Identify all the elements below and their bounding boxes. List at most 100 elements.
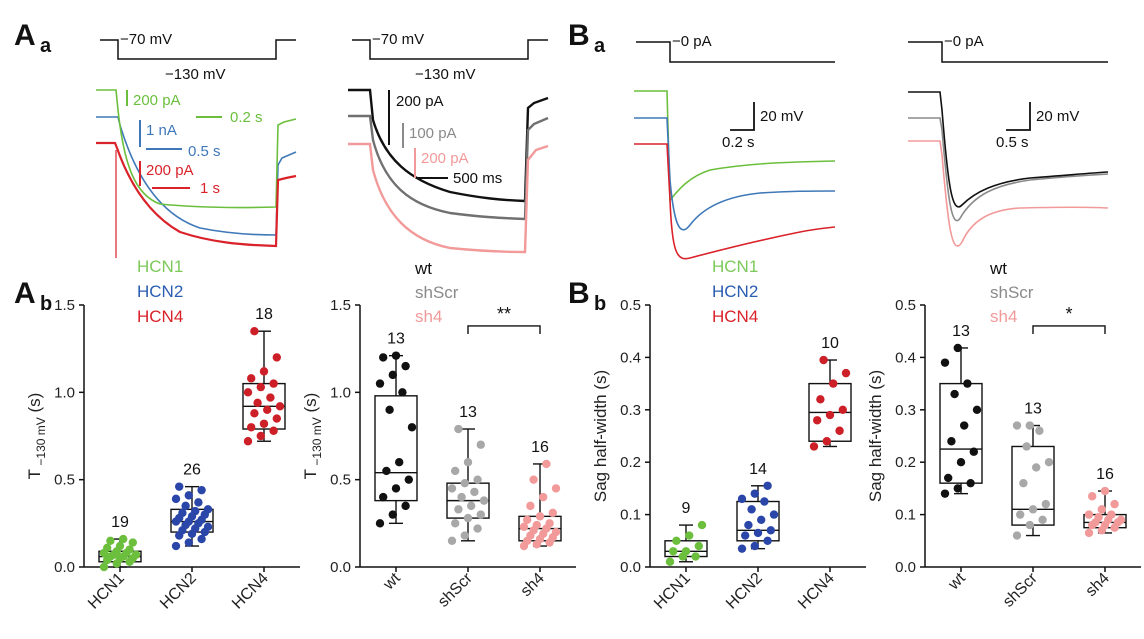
data-point	[404, 475, 413, 484]
data-point	[1084, 528, 1094, 538]
x-tick-label: HCN2	[723, 570, 766, 613]
protocol-step-label: −130 mV	[165, 66, 225, 83]
data-point	[548, 508, 557, 518]
data-point	[741, 531, 750, 540]
legend-hcn1: HCN1	[137, 257, 183, 276]
data-point	[463, 458, 473, 467]
y-tick-label: 1.0	[54, 384, 75, 401]
data-point	[697, 520, 707, 530]
data-point	[388, 510, 397, 519]
scalebars-ba-right: 20 mV 0.5 s	[996, 102, 1079, 151]
data-point	[665, 557, 675, 566]
boxplot-tau-hcn: 0.0 0.5 1.0 1.5 T −130 mV (s) HCN1 19 HCN2 26 HCN…	[25, 297, 300, 613]
data-point	[184, 538, 193, 547]
data-point	[263, 405, 272, 414]
data-point	[838, 405, 847, 414]
data-point	[940, 358, 950, 367]
data-point	[972, 405, 982, 414]
data-point	[1016, 510, 1025, 519]
legend-hcn-b: HCN1 HCN2 HCN4	[712, 257, 758, 326]
data-point	[103, 543, 112, 552]
x-tick-label: shScr	[435, 569, 476, 610]
data-point	[171, 541, 181, 551]
data-point	[407, 423, 417, 432]
x-tick-label: HCN4	[229, 570, 272, 613]
significance-bracket	[1032, 325, 1106, 334]
data-point	[747, 505, 756, 514]
data-point	[272, 353, 281, 362]
data-point	[1025, 421, 1035, 430]
panel-sublabel-bb: b	[594, 293, 606, 315]
data-point	[963, 379, 972, 388]
x-tick-label: wt	[380, 569, 404, 593]
data-point	[672, 536, 681, 545]
data-point	[757, 515, 766, 525]
boxplot-sag-hcn: 0.0 0.1 0.2 0.3 0.4 0.5 Sag half-width (s) HCN1…	[591, 297, 866, 613]
protocol-aa-left: −70 mV −130 mV	[100, 31, 296, 83]
data-point	[401, 361, 410, 371]
data-point	[463, 513, 473, 523]
data-point	[819, 355, 828, 365]
scalebars-knockdown: 200 pA 100 pA 200 pA 500 ms	[388, 90, 502, 187]
data-point	[966, 478, 975, 488]
data-point	[535, 512, 545, 521]
legend-knockdown-b: wt shScr sh4	[989, 259, 1034, 326]
data-point	[460, 531, 469, 540]
legend-hcn4: HCN4	[137, 307, 183, 326]
data-point	[841, 368, 851, 378]
data-point	[960, 421, 969, 430]
data-point	[275, 402, 285, 411]
data-point	[247, 423, 256, 432]
data-point	[737, 494, 747, 504]
boxplot-sag-knockdown: 0.0 0.1 0.2 0.3 0.4 0.5 Sag half-width (s) wt 13…	[866, 297, 1141, 611]
panel-label-b: B	[568, 19, 590, 52]
trace-sh4	[348, 142, 549, 254]
data-point	[197, 534, 206, 544]
data-point	[1044, 458, 1054, 467]
data-point	[950, 389, 959, 399]
y-tick-label: 0.0	[895, 559, 916, 576]
data-point	[460, 478, 469, 488]
data-point	[1028, 505, 1038, 514]
data-point	[128, 538, 137, 547]
legend-hcn2: HCN2	[137, 282, 183, 301]
data-point	[454, 505, 463, 514]
x-tick-label: shScr	[1000, 569, 1041, 610]
hcn4-current-scale: 200 pA	[146, 162, 194, 179]
data-point	[457, 492, 466, 502]
y-tick-label: 0.3	[895, 402, 916, 419]
traces-hcn-voltage	[634, 90, 836, 260]
legend-hcn: HCN1 HCN2 HCN4	[137, 257, 183, 326]
data-point	[382, 466, 391, 476]
protocol-hold-label: −70 mV	[120, 31, 172, 48]
data-point	[1019, 478, 1028, 488]
vtrace-sh4	[908, 140, 1109, 247]
y-tick-label: 0.4	[895, 349, 916, 366]
vscale-right: 20 mV	[1036, 108, 1079, 125]
y-tick-label: 1.5	[330, 297, 351, 314]
data-point	[379, 353, 388, 362]
data-point	[551, 527, 561, 537]
significance-label: **	[497, 304, 511, 324]
data-point	[1097, 505, 1107, 514]
y-tick-label: 0.1	[620, 507, 641, 524]
x-tick-label: sh4	[518, 570, 548, 600]
data-point	[944, 473, 953, 483]
data-point	[940, 489, 950, 498]
data-point	[760, 497, 769, 506]
n-label: 26	[183, 462, 201, 479]
data-point	[473, 524, 482, 533]
data-point	[1041, 499, 1051, 509]
data-point	[835, 426, 844, 435]
data-point	[256, 431, 265, 441]
data-point	[119, 534, 128, 544]
data-point	[529, 475, 538, 484]
n-label: 13	[387, 331, 405, 348]
data-point	[99, 562, 109, 572]
data-point	[395, 458, 404, 467]
data-point	[1084, 510, 1094, 519]
protocol-ba-right: −0 pA	[908, 33, 1108, 63]
data-point	[539, 492, 548, 502]
data-point	[259, 419, 269, 428]
trace-hcn1	[96, 89, 297, 209]
